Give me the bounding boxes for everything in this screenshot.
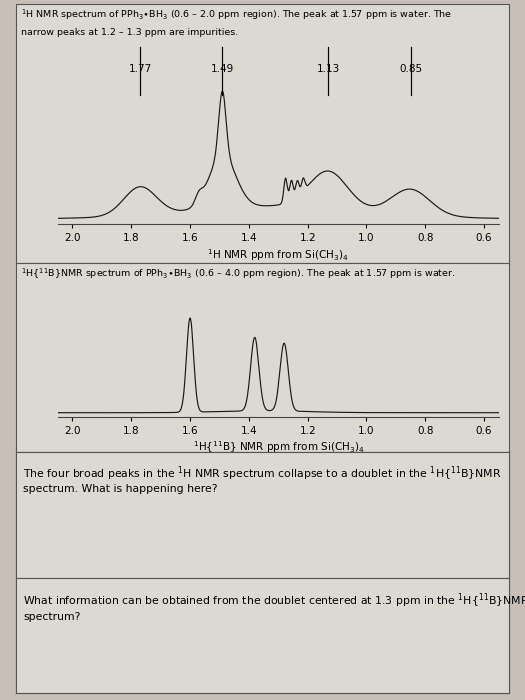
Text: 1.13: 1.13 — [317, 64, 340, 74]
Text: The four broad peaks in the $^{1}$H NMR spectrum collapse to a doublet in the $^: The four broad peaks in the $^{1}$H NMR … — [23, 464, 501, 494]
Text: 1.49: 1.49 — [211, 64, 234, 74]
X-axis label: $^{1}$H{$^{11}$B} NMR ppm from Si(CH$_{3}$)$_{4}$: $^{1}$H{$^{11}$B} NMR ppm from Si(CH$_{3… — [193, 440, 364, 456]
Text: 0.85: 0.85 — [399, 64, 422, 74]
Text: 1.77: 1.77 — [129, 64, 152, 74]
X-axis label: $^{1}$H NMR ppm from Si(CH$_{3}$)$_{4}$: $^{1}$H NMR ppm from Si(CH$_{3}$)$_{4}$ — [207, 247, 349, 263]
Text: narrow peaks at 1.2 – 1.3 ppm are impurities.: narrow peaks at 1.2 – 1.3 ppm are impuri… — [21, 28, 238, 37]
Text: What information can be obtained from the doublet centered at 1.3 ppm in the $^{: What information can be obtained from th… — [23, 592, 525, 622]
Text: $^{1}$H{$^{11}$B}NMR spectrum of PPh$_{3}$$\bullet$BH$_{3}$ (0.6 – 4.0 ppm regio: $^{1}$H{$^{11}$B}NMR spectrum of PPh$_{3… — [21, 266, 455, 281]
Text: $^{1}$H NMR spectrum of PPh$_{3}$$\bullet$BH$_{3}$ (0.6 – 2.0 ppm region). The p: $^{1}$H NMR spectrum of PPh$_{3}$$\bulle… — [21, 7, 452, 22]
